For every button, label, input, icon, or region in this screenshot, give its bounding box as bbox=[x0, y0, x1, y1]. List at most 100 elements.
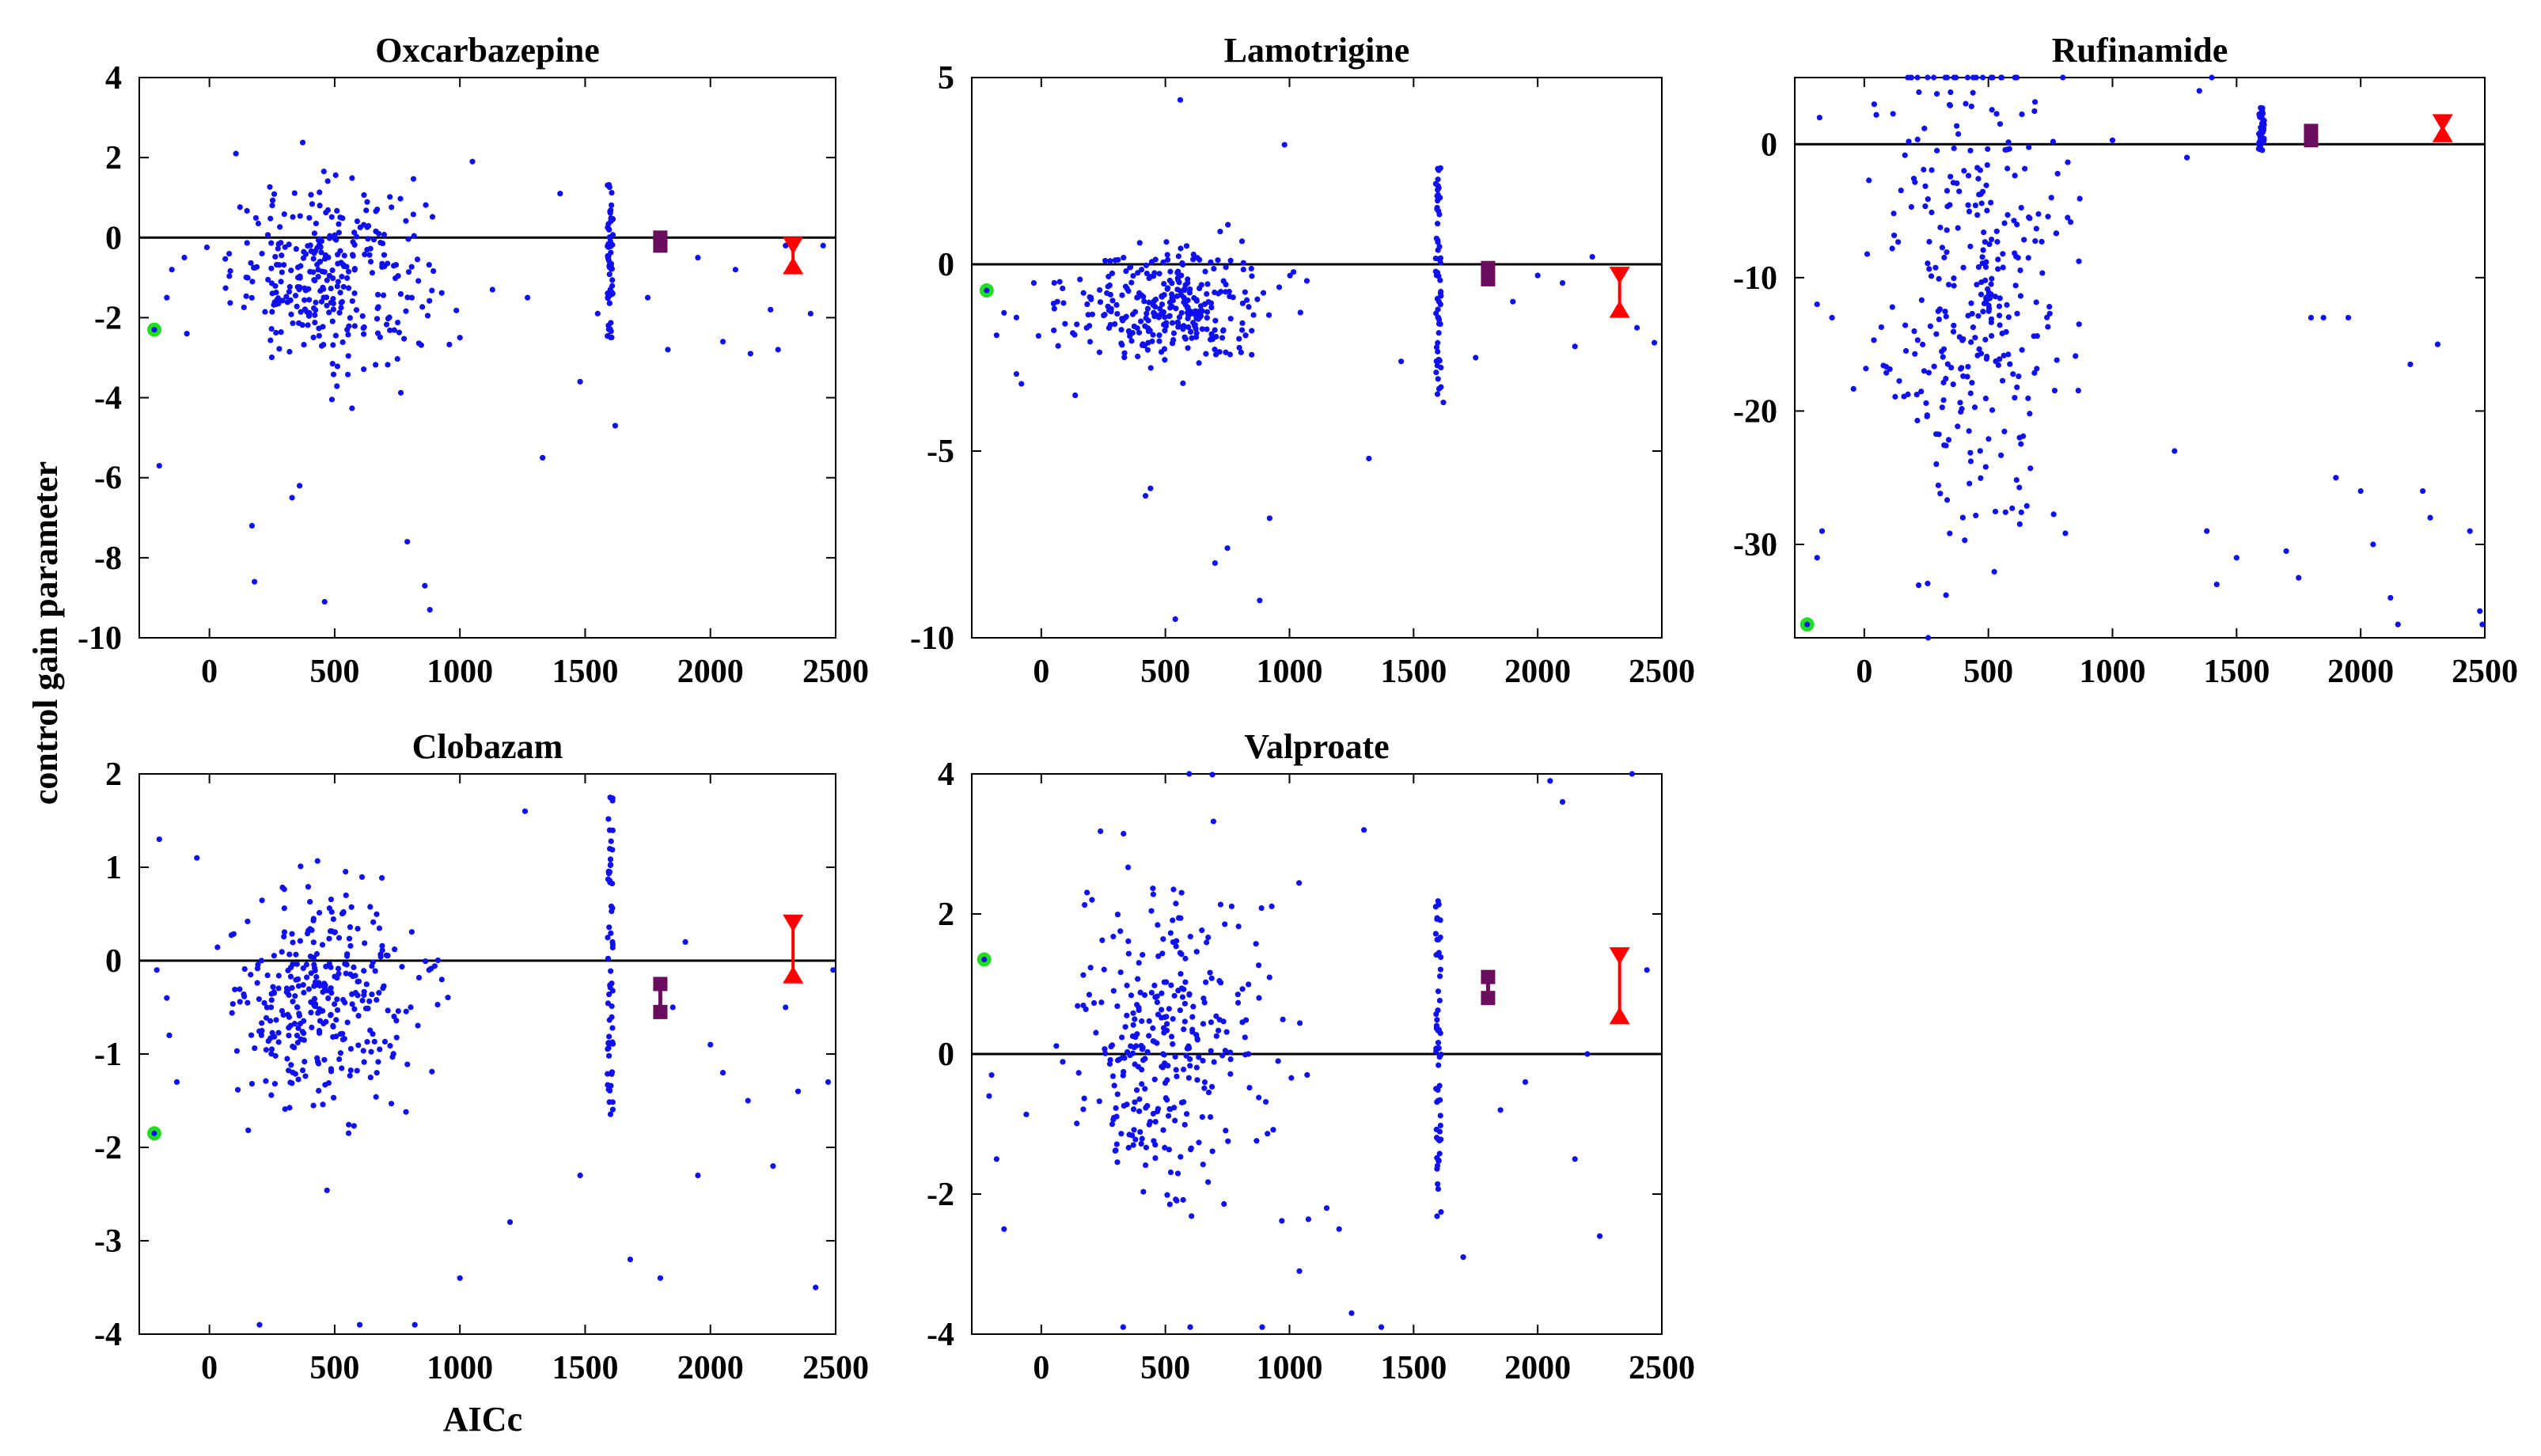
scatter-point bbox=[426, 262, 432, 268]
scatter-point bbox=[1200, 1021, 1207, 1027]
scatter-point bbox=[1141, 298, 1147, 305]
scatter-point bbox=[1051, 327, 1057, 334]
scatter-point bbox=[397, 389, 404, 396]
scatter-point bbox=[268, 997, 275, 1003]
scatter-point bbox=[2016, 373, 2022, 380]
scatter-point bbox=[1974, 282, 1980, 288]
scatter-point bbox=[391, 327, 397, 333]
scatter-point bbox=[323, 1018, 329, 1025]
scatter-point bbox=[1975, 313, 1982, 319]
scatter-point bbox=[337, 1050, 344, 1056]
scatter-point bbox=[2419, 487, 2426, 495]
scatter-point bbox=[1939, 348, 1945, 355]
scatter-point bbox=[222, 285, 229, 291]
scatter-point bbox=[389, 204, 395, 210]
scatter-point bbox=[2016, 484, 2023, 491]
scatter-point bbox=[1084, 889, 1090, 896]
y-tick-label: 0 bbox=[938, 1037, 954, 1073]
scatter-point bbox=[1189, 1029, 1196, 1035]
scatter-point bbox=[321, 269, 328, 275]
scatter-point bbox=[428, 965, 434, 972]
scatter-point bbox=[1208, 1048, 1214, 1054]
scatter-point bbox=[609, 282, 616, 289]
scatter-point bbox=[429, 1068, 435, 1075]
scatter-point bbox=[1185, 1075, 1192, 1081]
scatter-point bbox=[1178, 1099, 1185, 1105]
scatter-point bbox=[2026, 144, 2032, 150]
scatter-point bbox=[1187, 328, 1194, 336]
scatter-point bbox=[286, 1105, 293, 1111]
scatter-point bbox=[271, 1081, 279, 1087]
scatter-point bbox=[1147, 485, 1154, 491]
scatter-point bbox=[377, 334, 383, 340]
scatter-point bbox=[2196, 88, 2202, 94]
scatter-point bbox=[1136, 1108, 1143, 1114]
scatter-point bbox=[1256, 1094, 1262, 1101]
scatter-point bbox=[2034, 366, 2040, 372]
scatter-point bbox=[305, 884, 312, 890]
scatter-point bbox=[1199, 326, 1205, 332]
scatter-point bbox=[1135, 270, 1141, 276]
scatter-point bbox=[1281, 142, 1288, 148]
scatter-point bbox=[1177, 950, 1183, 956]
scatter-point bbox=[1150, 891, 1156, 897]
scatter-point bbox=[1651, 339, 1658, 346]
scatter-point bbox=[1945, 437, 1952, 443]
scatter-point bbox=[313, 950, 320, 957]
scatter-point bbox=[1196, 360, 1202, 366]
scatter-point bbox=[2209, 74, 2215, 81]
scatter-point bbox=[1572, 1156, 1578, 1162]
scatter-point bbox=[1223, 289, 1229, 295]
scatter-point bbox=[374, 1070, 380, 1076]
scatter-point bbox=[321, 598, 328, 605]
scatter-point bbox=[387, 194, 393, 200]
scatter-point bbox=[362, 251, 368, 258]
scatter-point bbox=[1227, 1056, 1234, 1063]
scatter-point bbox=[1183, 1111, 1190, 1117]
scatter-point bbox=[322, 1082, 328, 1088]
scatter-point bbox=[1155, 922, 1161, 928]
scatter-point bbox=[237, 999, 243, 1005]
scatter-point bbox=[301, 248, 307, 255]
scatter-point bbox=[269, 1029, 275, 1036]
y-tick-label: -3 bbox=[94, 1223, 122, 1260]
scatter-point bbox=[1922, 203, 1929, 210]
scatter-point bbox=[339, 274, 345, 280]
scatter-point bbox=[1814, 301, 1820, 308]
scatter-point bbox=[2009, 505, 2016, 511]
scatter-point bbox=[1435, 330, 1442, 336]
scatter-point bbox=[1120, 1324, 1126, 1330]
scatter-point bbox=[1128, 338, 1135, 344]
scatter-point bbox=[1147, 328, 1153, 334]
x-tick-label: 500 bbox=[1140, 1350, 1190, 1386]
scatter-point bbox=[373, 362, 379, 368]
scatter-point bbox=[327, 1012, 334, 1018]
scatter-point bbox=[1090, 999, 1098, 1007]
scatter-point bbox=[1249, 328, 1255, 334]
scatter-point bbox=[1172, 1117, 1178, 1124]
scatter-point bbox=[1816, 114, 1822, 121]
scatter-point bbox=[334, 283, 340, 290]
scatter-point bbox=[1186, 771, 1193, 777]
scatter-point bbox=[1951, 275, 1957, 282]
scatter-point bbox=[1114, 1003, 1121, 1010]
scatter-point bbox=[1150, 1025, 1156, 1031]
scatter-point bbox=[2065, 159, 2071, 165]
scatter-point bbox=[1964, 74, 1971, 81]
scatter-point bbox=[288, 311, 294, 317]
scatter-point bbox=[328, 214, 335, 220]
scatter-point bbox=[310, 256, 317, 262]
scatter-point bbox=[1143, 262, 1150, 268]
scatter-point bbox=[1174, 293, 1181, 299]
scatter-point bbox=[314, 245, 320, 251]
x-tick-label: 2000 bbox=[1504, 1350, 1571, 1386]
scatter-point bbox=[1134, 1002, 1140, 1008]
scatter-point bbox=[1914, 74, 1921, 81]
scatter-point bbox=[1152, 994, 1159, 1000]
scatter-point bbox=[1145, 339, 1151, 346]
scatter-point bbox=[1203, 351, 1209, 357]
scatter-point bbox=[233, 1048, 241, 1054]
scatter-point bbox=[320, 980, 328, 987]
scatter-point bbox=[609, 1106, 616, 1113]
